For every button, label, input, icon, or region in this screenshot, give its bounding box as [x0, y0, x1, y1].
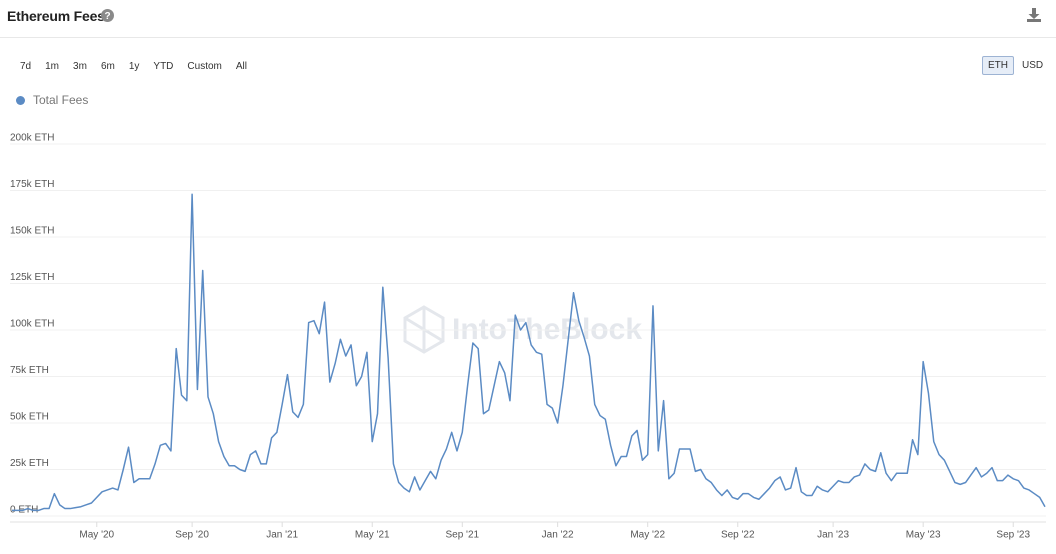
range-buttons: 7d 1m 3m 6m 1y YTD Custom All [14, 57, 253, 76]
x-tick-label: Sep '23 [996, 530, 1030, 541]
range-button[interactable]: 3m [73, 61, 87, 72]
legend-label: Total Fees [33, 93, 89, 107]
y-tick-label: 25k ETH [10, 458, 49, 469]
x-tick-label: Sep '20 [175, 530, 209, 541]
range-button[interactable]: 1m [45, 61, 60, 72]
svg-text:?: ? [104, 11, 110, 22]
download-icon[interactable] [1026, 7, 1042, 23]
x-tick-label: May '22 [630, 530, 665, 541]
y-tick-label: 175k ETH [10, 179, 54, 190]
unit-button[interactable]: USD [1022, 60, 1044, 71]
y-tick-label: 100k ETH [10, 319, 54, 330]
x-tick-label: Jan '21 [266, 530, 298, 541]
range-button[interactable]: 6m [100, 61, 115, 72]
help-icon[interactable]: ? [101, 9, 114, 22]
range-button[interactable]: 1y [128, 61, 140, 72]
y-tick-label: 75k ETH [10, 365, 49, 376]
y-tick-label: 125k ETH [10, 272, 54, 283]
header: Ethereum Fees ? [0, 0, 1056, 38]
x-tick-label: May '23 [906, 530, 941, 541]
unit-button[interactable]: ETH [982, 56, 1014, 75]
unit-buttons: ETH USD [982, 56, 1049, 75]
y-tick-label: 200k ETH [10, 133, 54, 144]
x-tick-label: Sep '21 [445, 530, 479, 541]
data-line [12, 193, 1046, 512]
x-tick-label: May '21 [355, 530, 390, 541]
legend: Total Fees [16, 93, 88, 107]
y-tick-label: 150k ETH [10, 226, 54, 237]
x-tick-label: Jan '22 [542, 530, 574, 541]
y-tick-label: 50k ETH [10, 412, 49, 423]
range-button[interactable]: YTD [153, 61, 174, 72]
range-button[interactable]: 7d [20, 61, 32, 72]
range-button[interactable]: Custom [187, 61, 222, 72]
x-tick-label: Jan '23 [817, 530, 849, 541]
title: Ethereum Fees [7, 8, 105, 24]
legend-swatch [16, 95, 25, 105]
x-tick-label: May '20 [79, 530, 114, 541]
watermark: IntoTheBlock [452, 313, 642, 346]
x-tick-label: Sep '22 [721, 530, 755, 541]
range-button[interactable]: All [235, 61, 247, 72]
